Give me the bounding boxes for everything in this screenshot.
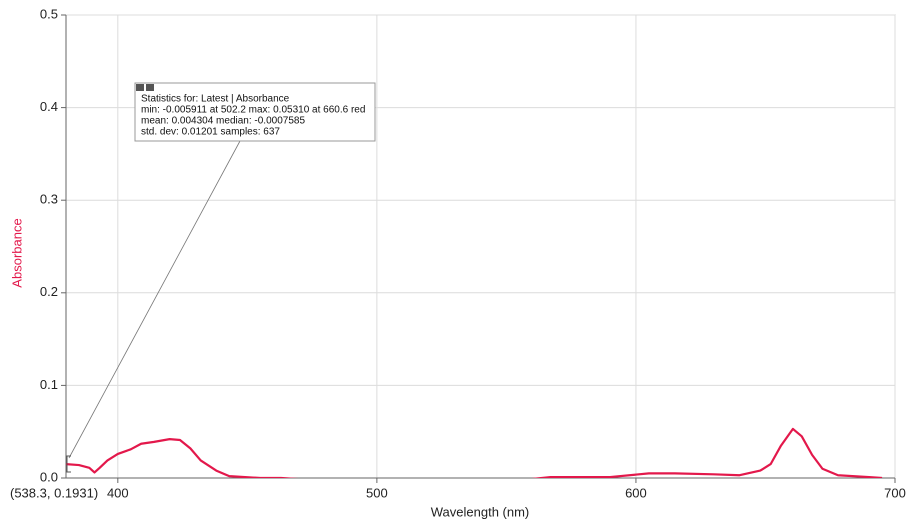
cursor-readout: (538.3, 0.1931) xyxy=(10,485,98,500)
stats-line: min: -0.005911 at 502.2 max: 0.05310 at … xyxy=(141,105,365,116)
y-tick-label: 0.2 xyxy=(40,284,58,299)
stats-box xyxy=(134,82,376,142)
x-axis-label: Wavelength (nm) xyxy=(431,504,530,519)
y-tick-label: 0.3 xyxy=(40,192,58,207)
leader-line xyxy=(68,140,241,459)
box-icon xyxy=(146,84,154,91)
y-axis-label: Absorbance xyxy=(9,218,24,287)
stats-line: mean: 0.004304 median: -0.0007585 xyxy=(141,116,305,127)
x-tick-label: 700 xyxy=(884,485,906,500)
y-tick-label: 0.1 xyxy=(40,377,58,392)
stats-line: Statistics for: Latest | Absorbance xyxy=(141,94,290,105)
data-line xyxy=(66,427,883,478)
x-tick-label: 600 xyxy=(625,485,647,500)
y-tick-label: 0.0 xyxy=(40,469,58,484)
x-tick-label: 400 xyxy=(107,485,129,500)
box-icon xyxy=(136,84,144,91)
x-tick-label: 500 xyxy=(366,485,388,500)
y-tick-label: 0.4 xyxy=(40,99,58,114)
stats-line: std. dev: 0.01201 samples: 637 xyxy=(141,127,280,138)
region-bracket xyxy=(66,455,71,473)
y-tick-label: 0.5 xyxy=(40,6,58,21)
